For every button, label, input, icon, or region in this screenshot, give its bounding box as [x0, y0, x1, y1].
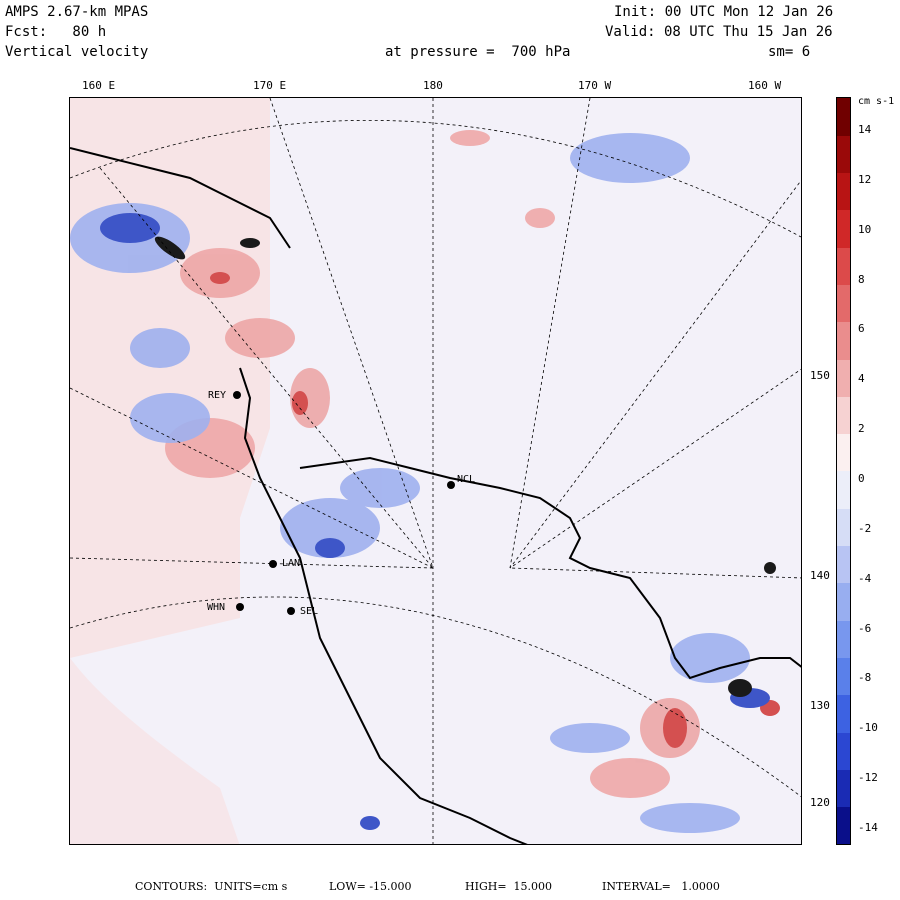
- lon-label-170w: 170 W: [578, 79, 612, 92]
- station-lan-dot: [269, 560, 277, 568]
- colorbar-segment: [837, 98, 850, 136]
- colorbar-segment: [837, 769, 850, 808]
- land-area-north: [70, 98, 270, 658]
- model-title: AMPS 2.67-km MPAS: [5, 4, 149, 20]
- colorbar-tick-label: 12: [858, 172, 872, 186]
- colorbar-segment: [837, 396, 850, 435]
- colorbar-tick-label: -12: [858, 771, 878, 785]
- dense-contour-clusters: [154, 236, 776, 697]
- valid-time: Valid: 08 UTC Thu 15 Jan 26: [605, 24, 833, 40]
- strong-positive-velocity: [210, 272, 780, 748]
- station-rey-label: REY: [208, 390, 227, 401]
- coastline: [70, 147, 801, 844]
- colorbar-units: cm s-1: [858, 96, 895, 107]
- colorbar-tick-label: 14: [858, 122, 872, 136]
- colorbar-segment: [837, 433, 850, 472]
- colorbar-segment: [837, 172, 850, 211]
- colorbar-segment: [837, 694, 850, 733]
- colorbar-segment: [837, 657, 850, 696]
- forecast-hour: Fcst: 80 h: [5, 24, 107, 40]
- colorbar-tick-label: 0: [858, 472, 865, 485]
- pressure-level: at pressure = 700 hPa: [385, 44, 571, 60]
- colorbar-tick-label: 2: [858, 422, 865, 436]
- colorbar-segment: [837, 135, 850, 174]
- colorbar-tick-label: -4: [858, 571, 872, 585]
- lon-label-170e: 170 E: [253, 79, 287, 92]
- lon-label-160w: 160 W: [748, 79, 782, 92]
- footer-contours: CONTOURS: UNITS=cm s: [135, 880, 288, 893]
- colorbar-tick-label: -6: [858, 621, 872, 635]
- footer-low: LOW= -15.000: [329, 880, 412, 893]
- station-ncl-dot: [447, 481, 455, 489]
- colorbar-tick-label: -10: [858, 721, 878, 735]
- colorbar-segment: [837, 471, 850, 509]
- smoothing: sm= 6: [768, 44, 811, 60]
- colorbar-segment: [837, 582, 850, 621]
- colorbar-tick-label: 6: [858, 322, 865, 336]
- colorbar-segment: [837, 806, 850, 845]
- map-panel: NCL REY LAN WHN SEL: [69, 97, 802, 845]
- init-time: Init: 00 UTC Mon 12 Jan 26: [614, 4, 834, 20]
- lon-label-180: 180: [423, 79, 443, 92]
- footer-high: HIGH= 15.000: [465, 880, 553, 893]
- colorbar-tick-label: -8: [858, 671, 872, 685]
- colorbar-segment: [837, 247, 850, 285]
- land-area: [70, 658, 240, 844]
- colorbar-tick-label: -2: [858, 521, 872, 535]
- field-name: Vertical velocity: [5, 44, 149, 60]
- colorbar-tick-label: 8: [858, 272, 865, 286]
- colorbar-tick-label: 4: [858, 372, 865, 386]
- station-ncl-label: NCL: [457, 474, 476, 485]
- colorbar-segment: [837, 545, 850, 584]
- colorbar-segment: [837, 732, 850, 770]
- colorbar-tick-label: 10: [858, 222, 872, 236]
- graticule: [70, 98, 801, 844]
- colorbar-segment: [837, 321, 850, 360]
- lon-label-160e: 160 E: [82, 79, 116, 92]
- colorbar-segment: [837, 620, 850, 658]
- colorbar-segment: [837, 284, 850, 323]
- colorbar-segment: [837, 209, 850, 248]
- station-whn-label: WHN: [207, 602, 226, 613]
- colorbar-segment: [837, 508, 850, 547]
- colorbar: [836, 97, 851, 845]
- colorbar-segment: [837, 359, 850, 397]
- station-sel-label: SEL: [300, 606, 319, 617]
- station-rey-dot: [233, 391, 241, 399]
- footer-interval: INTERVAL= 1.0000: [602, 880, 720, 893]
- station-lan-label: LAN: [282, 558, 301, 569]
- map-svg: [70, 98, 801, 844]
- station-whn-dot: [236, 603, 244, 611]
- colorbar-tick-label: -14: [858, 821, 878, 835]
- station-sel-dot: [287, 607, 295, 615]
